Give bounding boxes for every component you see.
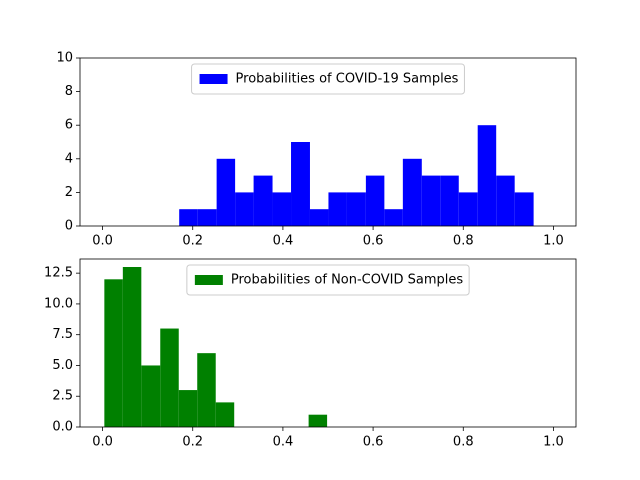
bar [122, 267, 142, 427]
x-tick-label: 0.8 [453, 234, 474, 249]
axes-frame [79, 57, 577, 227]
bar [328, 192, 347, 226]
legend-label: Probabilities of COVID-19 Samples [236, 72, 459, 87]
y-tick-label: 5.0 [52, 358, 73, 373]
bar [197, 353, 216, 427]
bar [178, 390, 198, 427]
y-tick-label: 2.5 [52, 389, 73, 404]
bar [160, 328, 179, 427]
y-tick-label: 2 [65, 185, 73, 200]
x-tick-label: 1.0 [543, 435, 564, 450]
bar [309, 209, 329, 226]
bar [346, 192, 366, 226]
y-tick-label: 6 [65, 118, 73, 133]
y-tick-label: 10.0 [44, 296, 73, 311]
bar [402, 158, 422, 226]
legend: Probabilities of COVID-19 Samples [191, 63, 465, 95]
x-tick-label: 1.0 [543, 234, 564, 249]
y-tick-label: 4 [65, 151, 73, 166]
x-tick-label: 0.8 [453, 435, 474, 450]
bar [104, 279, 123, 427]
bar [197, 209, 217, 226]
bar [440, 175, 459, 226]
x-tick-label: 0.4 [273, 435, 294, 450]
x-tick-label: 0.4 [273, 234, 294, 249]
axes-frame [79, 258, 577, 428]
y-tick-label: 0.0 [52, 420, 73, 435]
bar [477, 125, 497, 226]
x-tick-label: 0.0 [92, 435, 113, 450]
x-tick-label: 0.6 [363, 234, 384, 249]
bar [272, 192, 292, 226]
legend: Probabilities of Non-COVID Samples [186, 264, 470, 296]
y-tick-label: 10 [56, 51, 73, 66]
bar [421, 175, 441, 226]
bar [384, 209, 403, 226]
y-tick-label: 8 [65, 84, 73, 99]
x-tick-label: 0.6 [363, 435, 384, 450]
bar [235, 192, 254, 226]
bar [365, 175, 385, 226]
legend-label: Probabilities of Non-COVID Samples [231, 273, 464, 288]
bar [308, 414, 328, 427]
legend-frame [191, 63, 465, 95]
y-tick-label: 12.5 [44, 266, 73, 281]
legend-swatch [194, 275, 223, 285]
bar [253, 175, 273, 226]
bar [291, 142, 310, 226]
bar [216, 158, 236, 226]
bar [458, 192, 478, 226]
bar [514, 192, 534, 226]
bar [496, 175, 515, 226]
bar [215, 402, 235, 427]
y-tick-label: 0 [65, 219, 73, 234]
x-tick-label: 0.0 [92, 234, 113, 249]
y-tick-label: 7.5 [52, 327, 73, 342]
x-tick-label: 0.2 [182, 435, 203, 450]
x-tick-label: 0.2 [182, 234, 203, 249]
legend-frame [186, 264, 470, 296]
legend-swatch [199, 74, 228, 84]
bar [179, 209, 198, 226]
bar [141, 365, 161, 427]
